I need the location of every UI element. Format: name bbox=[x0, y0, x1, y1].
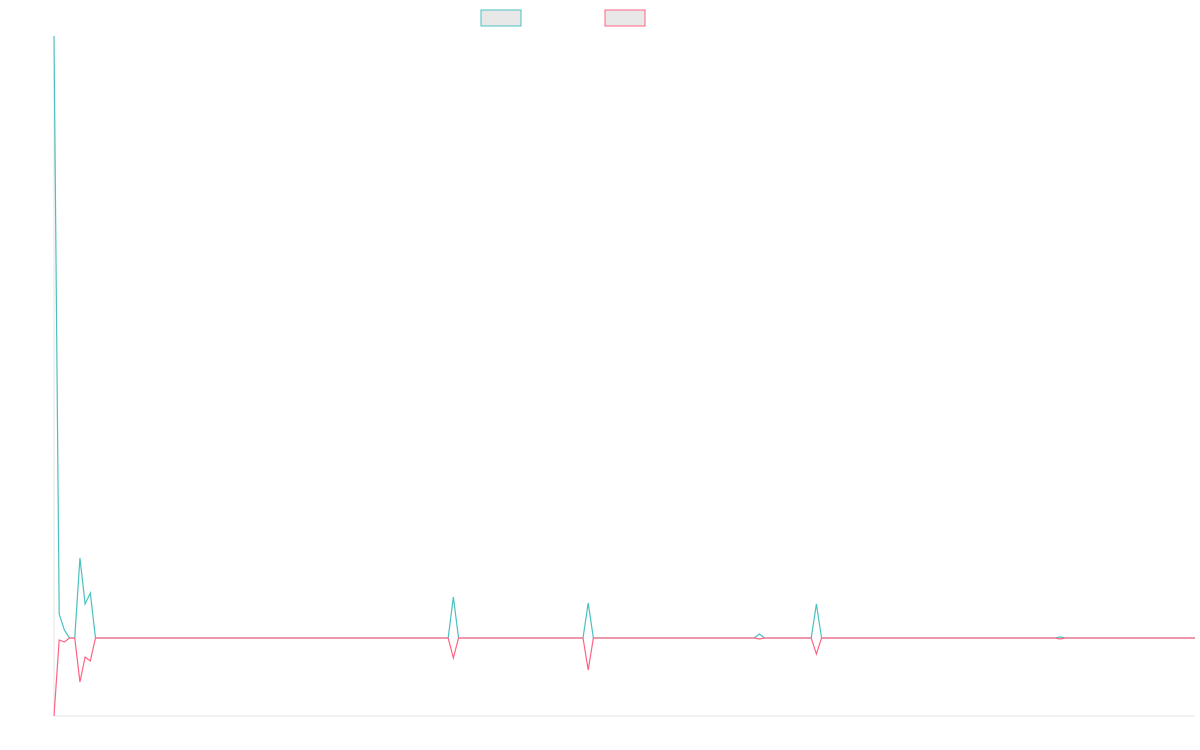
series-line bbox=[53, 35, 1195, 639]
series-line bbox=[53, 637, 1195, 717]
legend-swatch[interactable] bbox=[604, 9, 646, 27]
legend-swatch[interactable] bbox=[480, 9, 522, 27]
